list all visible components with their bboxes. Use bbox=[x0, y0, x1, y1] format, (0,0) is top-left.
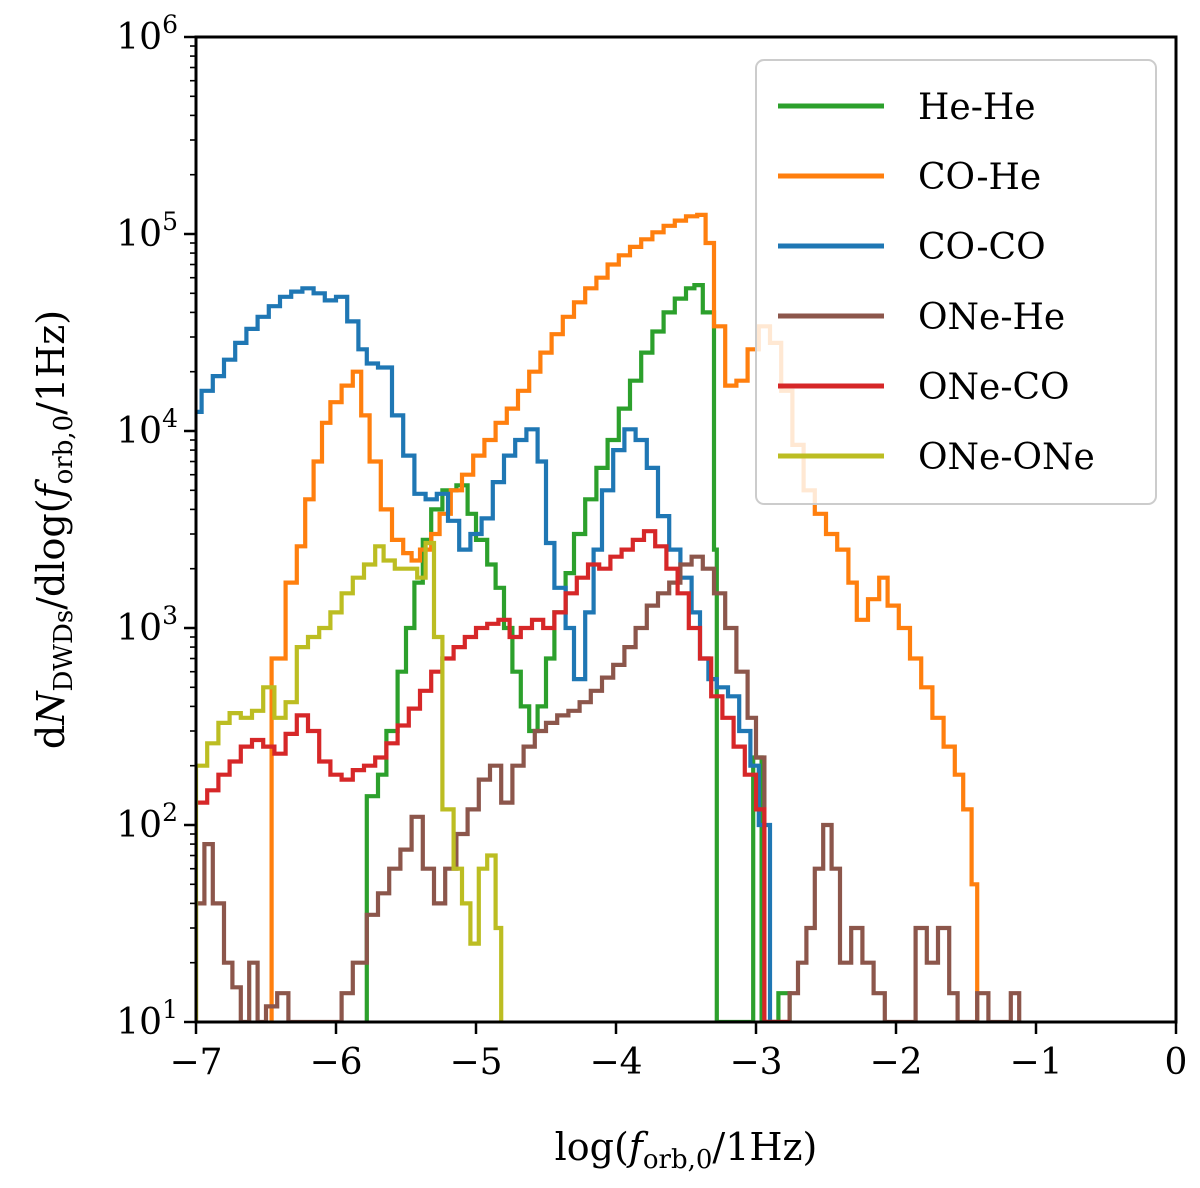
y-tick-label: 102 bbox=[116, 798, 178, 846]
legend-label: ONe-CO bbox=[918, 367, 1070, 408]
y-tick-label: 105 bbox=[116, 207, 178, 255]
legend-label: ONe-ONe bbox=[918, 437, 1095, 478]
series-one-one bbox=[196, 540, 504, 1022]
y-axis-label: dNDWDs/dlog(forb,0/1Hz) bbox=[29, 310, 79, 749]
x-tick-label: −3 bbox=[729, 1042, 782, 1083]
x-axis: −7 −6 −5 −4 −3 −2 −1 0 bbox=[169, 1022, 1187, 1083]
x-tick-label: −4 bbox=[589, 1042, 642, 1083]
x-tick-label: −5 bbox=[449, 1042, 502, 1083]
legend-label: He-He bbox=[918, 87, 1036, 128]
y-tick-label: 106 bbox=[116, 10, 178, 58]
y-tick-label: 101 bbox=[116, 995, 178, 1043]
series-one-he bbox=[196, 554, 1022, 1022]
x-tick-label: −6 bbox=[309, 1042, 362, 1083]
x-tick-label: 0 bbox=[1165, 1042, 1188, 1083]
series-co-co bbox=[196, 286, 773, 1022]
legend-label: CO-CO bbox=[918, 227, 1046, 268]
legend: He-He CO-He CO-CO ONe-He ONe-CO ONe-ONe bbox=[755, 59, 1157, 505]
x-tick-label: −7 bbox=[169, 1042, 222, 1083]
plot-frame bbox=[194, 35, 1178, 1024]
x-tick-label: −1 bbox=[1009, 1042, 1062, 1083]
legend-label: ONe-He bbox=[918, 297, 1065, 338]
series-layer bbox=[196, 212, 1022, 1022]
x-axis-label: log(forb,0/1Hz) bbox=[555, 1125, 818, 1175]
legend-box bbox=[755, 59, 1157, 505]
y-tick-label: 104 bbox=[116, 404, 178, 452]
y-axis: 101 102 103 104 105 106 bbox=[116, 10, 196, 1043]
series-he-he bbox=[364, 283, 792, 1022]
y-tick-label: 103 bbox=[116, 601, 178, 649]
legend-label: CO-He bbox=[918, 157, 1041, 198]
x-tick-label: −2 bbox=[869, 1042, 922, 1083]
series-one-co bbox=[196, 529, 790, 1022]
series-co-he bbox=[269, 212, 980, 1022]
